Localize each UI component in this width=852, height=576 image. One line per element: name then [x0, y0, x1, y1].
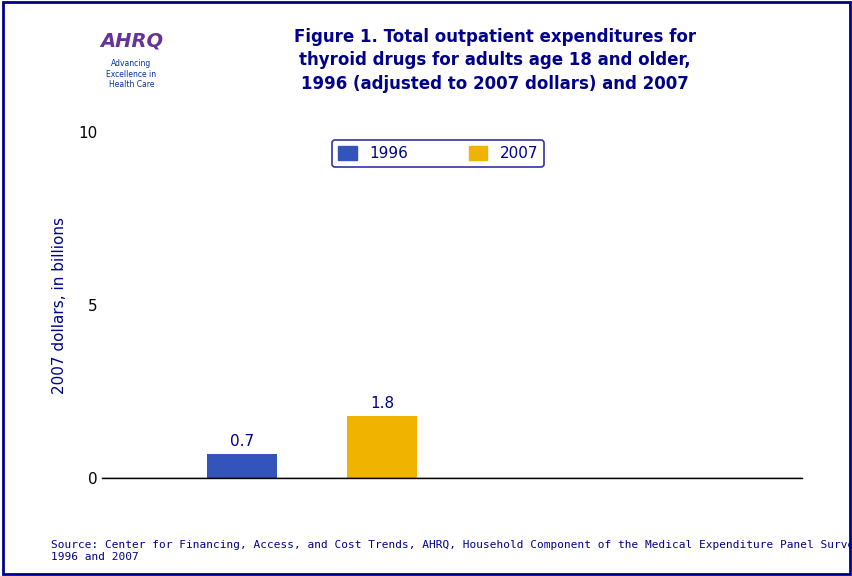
Bar: [347, 416, 417, 478]
Text: AHRQ: AHRQ: [100, 32, 163, 51]
Text: Advancing
Excellence in
Health Care: Advancing Excellence in Health Care: [106, 59, 156, 89]
Text: Figure 1. Total outpatient expenditures for: Figure 1. Total outpatient expenditures …: [293, 28, 695, 47]
Y-axis label: 2007 dollars, in billions: 2007 dollars, in billions: [52, 217, 67, 394]
Text: 0.7: 0.7: [230, 434, 254, 449]
Text: 1996 (adjusted to 2007 dollars) and 2007: 1996 (adjusted to 2007 dollars) and 2007: [301, 74, 688, 93]
Text: thyroid drugs for adults age 18 and older,: thyroid drugs for adults age 18 and olde…: [298, 51, 690, 70]
Text: Source: Center for Financing, Access, and Cost Trends, AHRQ, Household Component: Source: Center for Financing, Access, an…: [51, 540, 852, 562]
Text: 1.8: 1.8: [370, 396, 394, 411]
FancyBboxPatch shape: [85, 12, 179, 104]
Legend: 1996, 2007: 1996, 2007: [331, 140, 544, 168]
Bar: [207, 454, 277, 478]
